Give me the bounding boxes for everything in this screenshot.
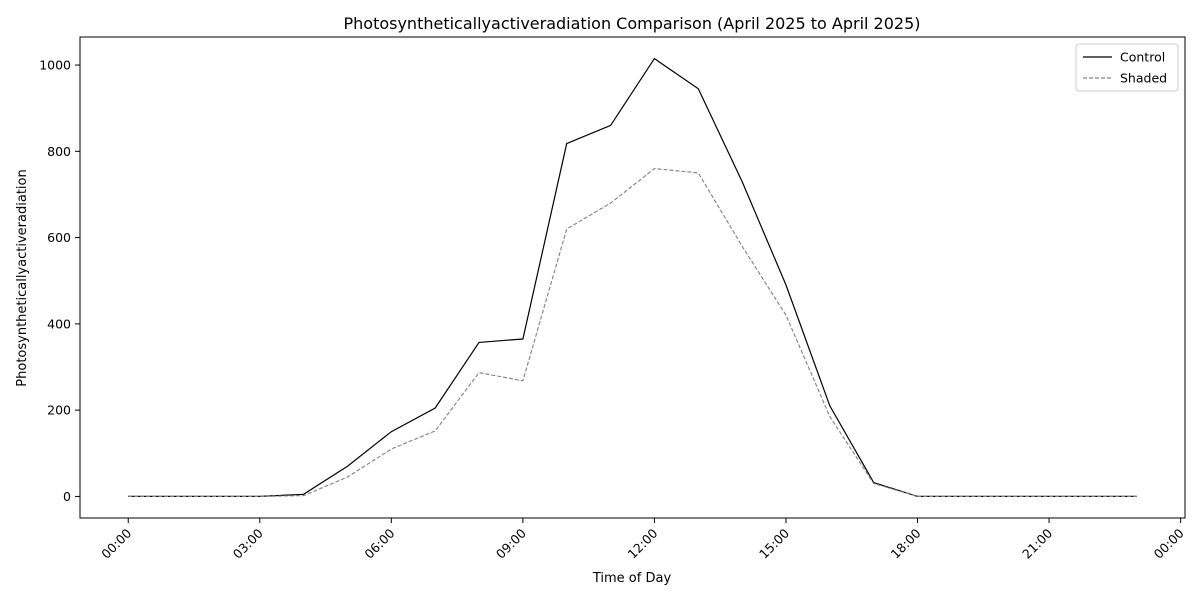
plot-area <box>79 36 1186 519</box>
y-tick-label: 1000 <box>39 58 71 73</box>
x-tick-label: 21:00 <box>1019 525 1055 561</box>
x-tick-label: 09:00 <box>493 525 529 561</box>
series-line-shaded <box>128 168 1137 497</box>
x-tick-label: 15:00 <box>756 525 792 561</box>
y-axis-ticks: 0 200 400 600 800 1000 <box>39 58 80 504</box>
x-tick-label: 06:00 <box>361 525 397 561</box>
x-axis-label: Time of Day <box>592 571 672 586</box>
plot-frame <box>79 36 1186 519</box>
series-line-control <box>128 57 1137 497</box>
legend-frame <box>1075 43 1179 92</box>
x-tick-label: 18:00 <box>888 525 924 561</box>
series-layer <box>128 57 1137 497</box>
chart-title: Photosyntheticallyactiveradiation Compar… <box>343 14 920 33</box>
y-tick-label: 200 <box>47 403 71 418</box>
x-tick-label: 12:00 <box>624 525 660 561</box>
legend-label-control: Control <box>1120 50 1165 65</box>
legend-label-shaded: Shaded <box>1120 71 1167 86</box>
y-axis-label: Photosyntheticallyactiveradiation <box>15 169 30 386</box>
x-tick-label: 00:00 <box>98 525 134 561</box>
y-tick-label: 800 <box>47 144 71 159</box>
x-tick-label: 03:00 <box>230 525 266 561</box>
y-tick-label: 600 <box>47 230 71 245</box>
x-tick-label: 00:00 <box>1151 525 1187 561</box>
y-tick-label: 400 <box>47 316 71 331</box>
legend: Control Shaded <box>1075 43 1179 92</box>
y-tick-label: 0 <box>63 489 71 504</box>
x-axis-ticks: 00:00 03:00 06:00 09:00 12:00 15:00 18:00 21:00… <box>98 518 1187 562</box>
